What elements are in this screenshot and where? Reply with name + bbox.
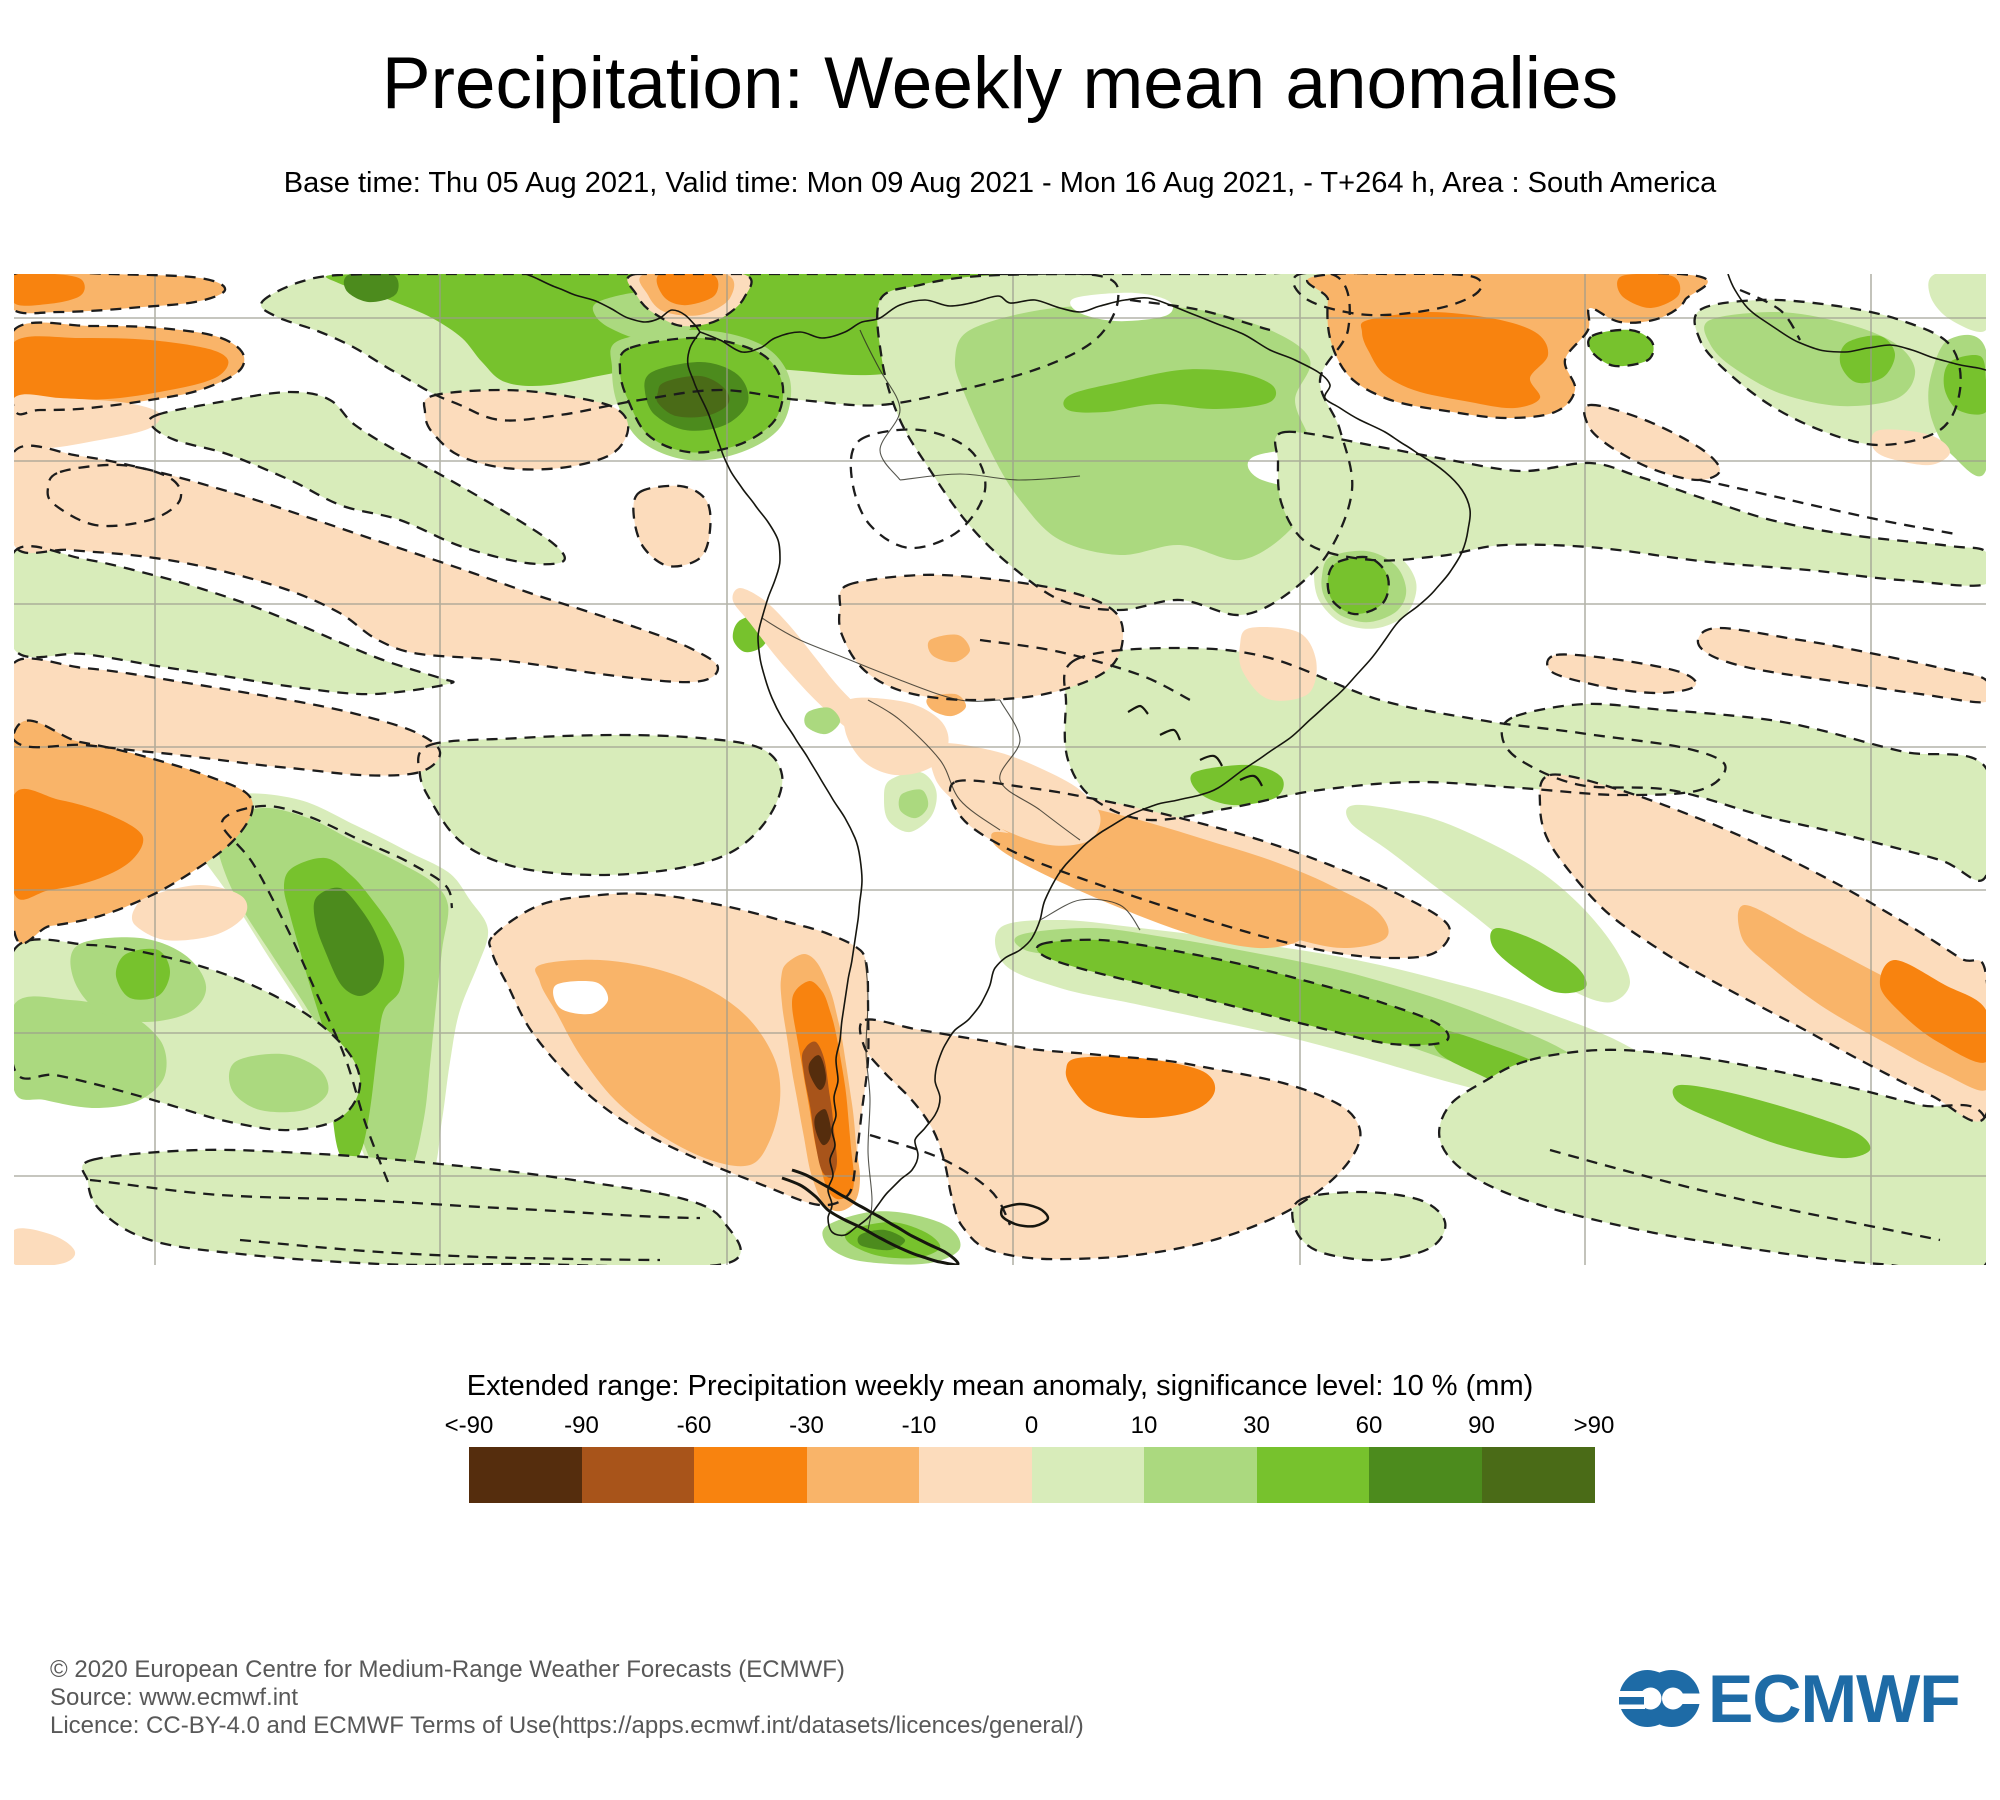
svg-text:ECMWF: ECMWF bbox=[1708, 1661, 1960, 1737]
